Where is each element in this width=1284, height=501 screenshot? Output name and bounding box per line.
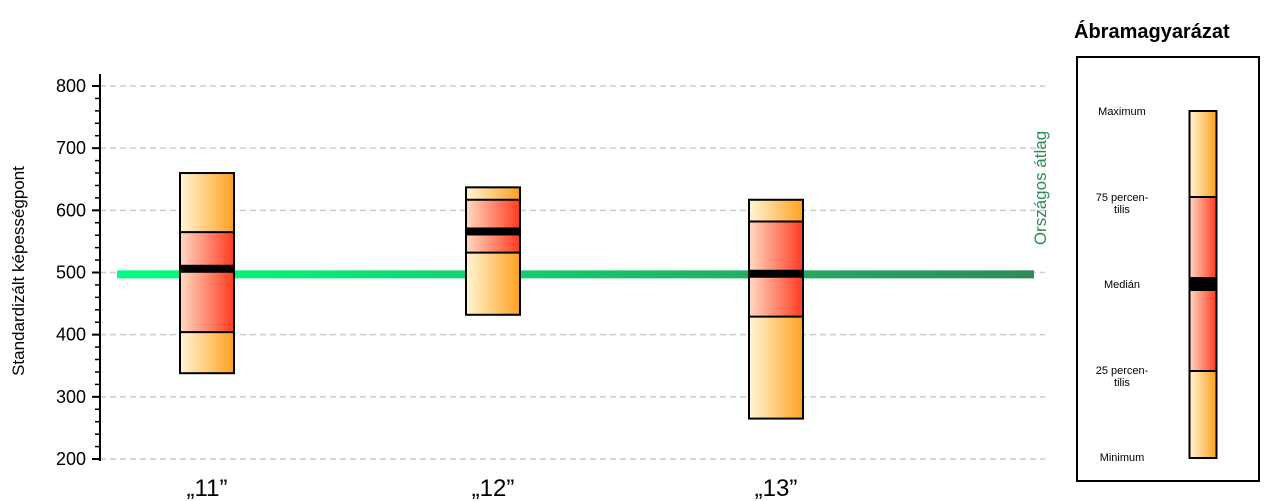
median-bar bbox=[749, 269, 803, 278]
y-tick-label: 600 bbox=[56, 200, 86, 220]
legend-label: Minimum bbox=[1100, 452, 1145, 464]
box-upper-whisker bbox=[1189, 111, 1217, 197]
y-tick-label: 200 bbox=[56, 449, 86, 469]
median-bar bbox=[466, 227, 520, 236]
y-axis-title: Standardizált képességpont bbox=[9, 166, 28, 376]
legend-label: Medián bbox=[1104, 279, 1140, 291]
y-axis: 200 300 400 500 600 700 800 bbox=[56, 74, 101, 469]
median-bar bbox=[1189, 277, 1217, 291]
box-3 bbox=[748, 198, 804, 420]
box-outline bbox=[748, 198, 804, 420]
box-lower-whisker bbox=[1189, 371, 1217, 458]
box-upper-whisker bbox=[749, 199, 803, 222]
category-label: „13” bbox=[755, 475, 798, 501]
legend: Ábramagyarázat Maximum 75 percen-tilis Med… bbox=[1074, 20, 1260, 482]
legend-frame bbox=[1076, 56, 1260, 482]
reference-line-group: Országos átlag bbox=[117, 131, 1050, 279]
category-labels: „11” „12” „13” bbox=[187, 475, 798, 501]
legend-label: tilis bbox=[1114, 204, 1130, 216]
y-tick-label: 400 bbox=[56, 325, 86, 345]
y-tick-label: 300 bbox=[56, 387, 86, 407]
legend-box bbox=[1188, 110, 1218, 459]
reference-line-label: Országos átlag bbox=[1031, 131, 1050, 245]
boxes bbox=[179, 172, 804, 420]
box-upper-whisker bbox=[180, 173, 234, 233]
legend-label: tilis bbox=[1114, 377, 1130, 389]
box-lower-whisker bbox=[180, 332, 234, 374]
box-upper-whisker bbox=[466, 187, 520, 200]
box-iqr bbox=[180, 232, 234, 333]
legend-label: 25 percen- bbox=[1096, 365, 1149, 377]
legend-label: 75 percen- bbox=[1096, 192, 1149, 204]
box-iqr bbox=[749, 221, 803, 317]
y-tick-label: 500 bbox=[56, 263, 86, 283]
y-tick-label: 700 bbox=[56, 138, 86, 158]
y-tick-label: 800 bbox=[56, 76, 86, 96]
legend-title: Ábramagyarázat bbox=[1074, 20, 1230, 43]
box-outline bbox=[465, 186, 521, 316]
median-bar bbox=[180, 264, 234, 273]
category-label: „12” bbox=[472, 475, 515, 501]
box-2 bbox=[465, 186, 521, 316]
legend-labels: Maximum 75 percen-tilis Medián 25 percen-ti… bbox=[1096, 106, 1149, 464]
reference-line bbox=[117, 270, 1034, 279]
box-1 bbox=[179, 172, 235, 375]
box-lower-whisker bbox=[466, 252, 520, 315]
box-iqr bbox=[466, 199, 520, 253]
legend-label: Maximum bbox=[1098, 106, 1146, 118]
box-lower-whisker bbox=[749, 316, 803, 419]
category-label: „11” bbox=[187, 475, 228, 501]
box-outline bbox=[179, 172, 235, 375]
